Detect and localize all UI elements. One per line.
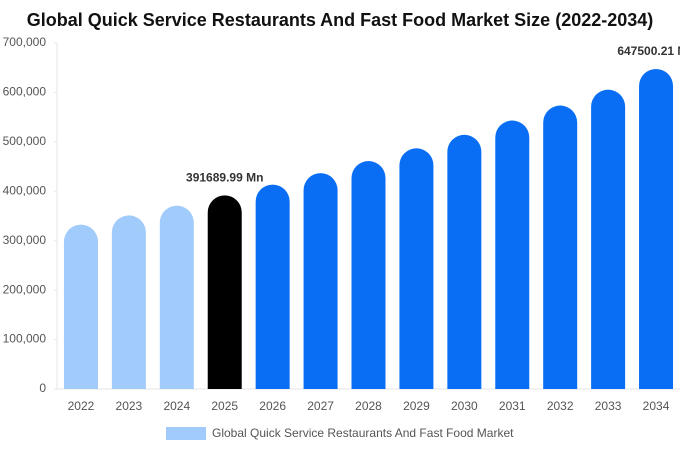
x-tick-label: 2030 (451, 399, 478, 413)
x-tick-label: 2029 (403, 399, 430, 413)
legend-swatch (166, 427, 206, 440)
x-tick-label: 2024 (163, 399, 190, 413)
y-tick-label: 0 (39, 381, 46, 395)
chart-title: Global Quick Service Restaurants And Fas… (27, 10, 654, 30)
y-tick-label: 400,000 (3, 183, 47, 197)
x-tick-label: 2028 (355, 399, 382, 413)
x-tick-label: 2031 (499, 399, 526, 413)
bar (351, 161, 386, 389)
bar (207, 195, 242, 389)
bar (399, 148, 434, 389)
y-tick-label: 200,000 (3, 282, 47, 296)
x-tick-label: 2032 (547, 399, 574, 413)
x-tick-label: 2027 (307, 399, 334, 413)
y-tick-label: 700,000 (3, 35, 47, 49)
x-tick-label: 2034 (643, 399, 670, 413)
value-label: 647500.21 Mn (617, 44, 680, 58)
y-tick-label: 600,000 (3, 85, 47, 99)
y-tick-label: 100,000 (3, 332, 47, 346)
bar (255, 184, 290, 389)
x-tick-label: 2025 (211, 399, 238, 413)
bar (303, 173, 338, 389)
x-tick-label: 2022 (68, 399, 95, 413)
bar (447, 134, 482, 389)
bar (639, 68, 674, 390)
bar (495, 120, 530, 389)
bar (159, 205, 194, 389)
y-tick-label: 500,000 (3, 134, 47, 148)
x-tick-label: 2023 (116, 399, 143, 413)
bar (111, 215, 146, 389)
x-tick-label: 2026 (259, 399, 286, 413)
bar (543, 105, 578, 389)
value-label: 391689.99 Mn (186, 171, 263, 185)
bar (591, 89, 626, 389)
legend-label: Global Quick Service Restaurants And Fas… (212, 426, 514, 440)
y-tick-label: 300,000 (3, 233, 47, 247)
bar (63, 224, 98, 389)
x-tick-label: 2033 (595, 399, 622, 413)
